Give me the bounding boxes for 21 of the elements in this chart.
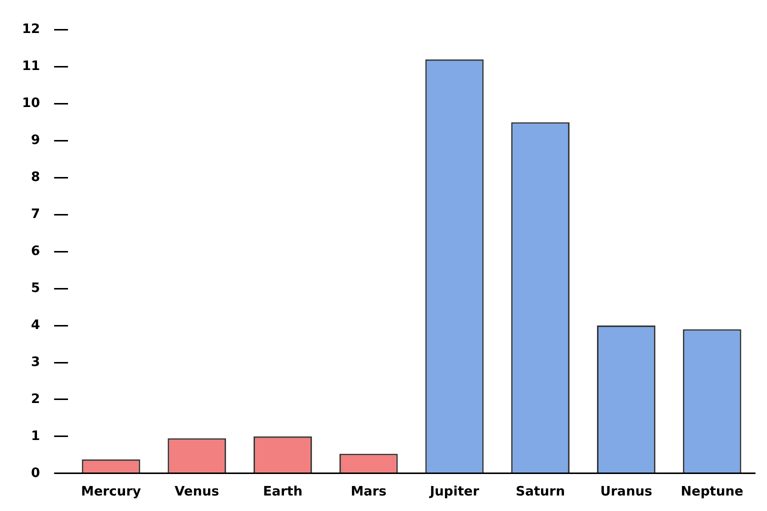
x-tick-label: Saturn xyxy=(516,484,565,500)
y-tick-label: 11 xyxy=(22,59,40,74)
y-tick-label: 5 xyxy=(31,280,40,296)
y-tick-label: 0 xyxy=(31,466,40,481)
x-tick-label: Earth xyxy=(262,484,303,500)
x-tick-label: Mercury xyxy=(81,484,142,500)
y-tick-label: 1 xyxy=(31,428,40,444)
x-tick-label: Neptune xyxy=(680,484,744,500)
y-tick-label: 4 xyxy=(31,318,40,333)
x-tick-label: Mars xyxy=(350,484,387,500)
y-tick-label: 9 xyxy=(31,133,40,148)
y-tick-label: 12 xyxy=(22,22,40,38)
y-tick-label: 8 xyxy=(31,170,40,186)
x-tick-label: Jupiter xyxy=(428,484,480,500)
y-tick-label: 6 xyxy=(31,244,40,259)
x-tick-label: Venus xyxy=(174,484,220,500)
x-tick-label: Uranus xyxy=(600,484,652,500)
y-tick-label: 3 xyxy=(31,354,40,370)
y-tick-label: 2 xyxy=(31,392,40,407)
y-tick-label: 10 xyxy=(22,96,40,112)
y-tick-label: 7 xyxy=(31,207,40,222)
